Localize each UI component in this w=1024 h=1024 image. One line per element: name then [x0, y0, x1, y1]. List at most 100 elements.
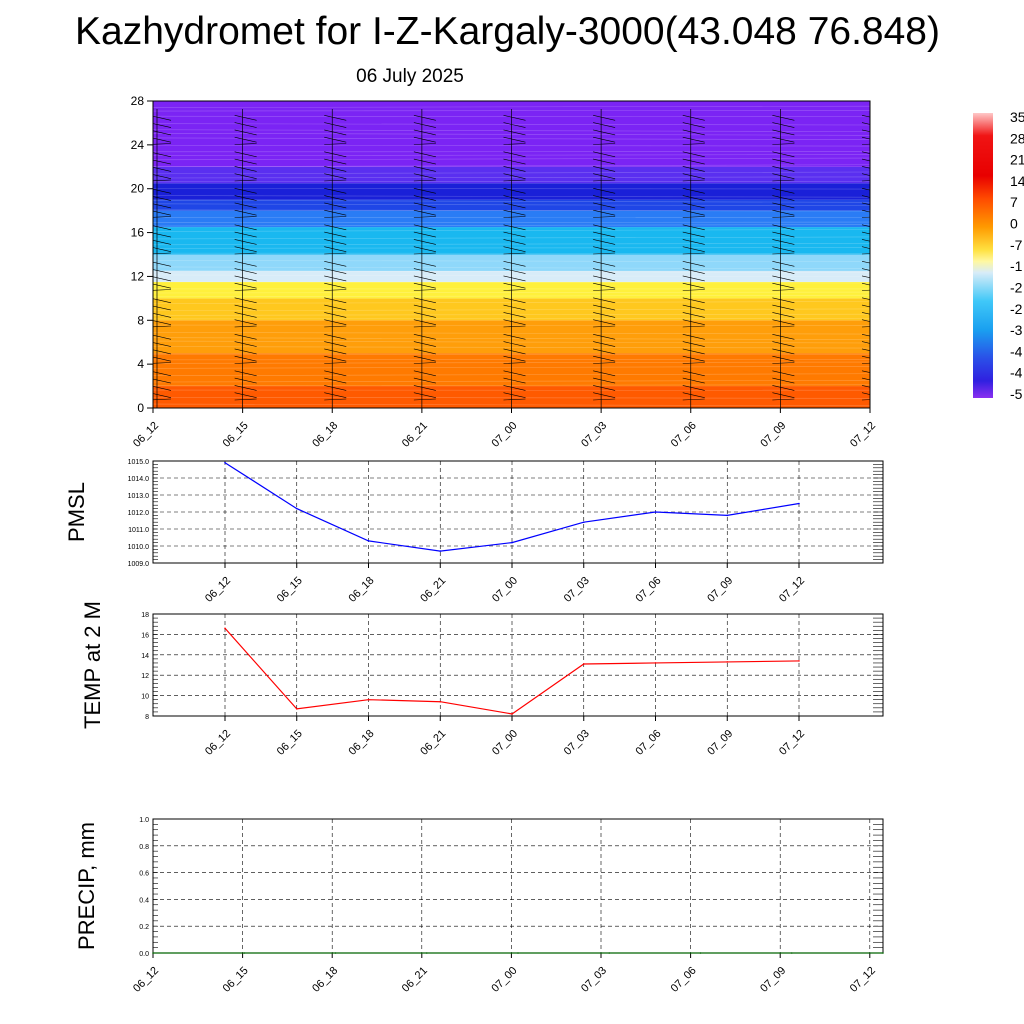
wind-barb: [682, 216, 705, 218]
wind-barb: [503, 304, 526, 311]
data-point: [295, 708, 298, 710]
wind-barb: [861, 224, 870, 227]
wind-barb: [503, 261, 526, 267]
wind-barb: [593, 319, 616, 325]
wind-barb: [413, 136, 436, 143]
wind-barb: [324, 275, 347, 282]
wind-barb-column: [861, 109, 870, 408]
wind-barb: [413, 334, 436, 340]
wind-barb: [503, 341, 526, 347]
wind-barb: [772, 325, 795, 328]
wind-barb: [324, 239, 347, 245]
y-tick-label: 10: [141, 694, 149, 701]
wind-barb: [153, 393, 172, 398]
wind-barb: [234, 348, 257, 355]
wind-barb: [682, 362, 705, 364]
wind-barb: [772, 398, 795, 401]
wind-barb: [153, 240, 172, 245]
wind-barb: [682, 297, 705, 304]
wind-barb: [153, 167, 172, 172]
wind-barb: [593, 362, 616, 364]
wind-barb: [324, 246, 347, 252]
wind-barb: [234, 275, 257, 282]
wind-barb-column: [682, 109, 705, 408]
y-tick-label: 0.6: [139, 871, 149, 878]
wind-barb: [324, 385, 347, 391]
wind-barb: [593, 297, 616, 304]
wind-barb: [153, 378, 172, 384]
wind-barb: [324, 179, 347, 182]
wind-barb: [593, 385, 616, 391]
wind-barb: [861, 399, 870, 401]
y-axis-label: PRECIP, mm: [74, 822, 99, 950]
wind-barb: [234, 173, 257, 179]
wind-barb: [324, 195, 347, 201]
wind-barb: [324, 224, 347, 231]
wind-barb: [772, 166, 795, 172]
wind-barb: [861, 392, 870, 395]
y-axis-label: PMSL: [64, 482, 89, 542]
wind-barb: [861, 304, 870, 308]
wind-barb: [593, 188, 616, 194]
wind-barb: [772, 216, 795, 218]
cross-section-panel: 0 4 8 12 16 20 24 28 06_12 06_15 06_18 06_21 07_00 07…: [131, 94, 878, 450]
wind-barb: [234, 252, 257, 255]
colorbar-label: -1: [1010, 258, 1023, 274]
x-tick-label: 06_12: [131, 965, 161, 995]
data-point: [726, 514, 729, 517]
wind-barb: [324, 355, 347, 362]
wind-barb: [861, 122, 870, 125]
wind-barb: [593, 231, 616, 238]
wind-barb: [234, 143, 257, 145]
x-tick-label: 06_18: [310, 420, 340, 450]
wind-barb: [413, 398, 436, 401]
wind-barb: [324, 158, 347, 165]
wind-barb: [593, 179, 616, 182]
data-point: [798, 502, 800, 505]
colorbar-label: 21: [1010, 152, 1024, 168]
wind-barb: [153, 143, 172, 145]
wind-barb: [324, 173, 347, 179]
x-tick-label: 06_18: [347, 575, 377, 605]
wind-barb: [324, 341, 347, 347]
data-point: [439, 700, 442, 703]
wind-barb: [503, 179, 526, 182]
wind-barb: [324, 312, 347, 318]
wind-barb: [324, 115, 347, 121]
colorbar-label: 28: [1010, 130, 1024, 146]
wind-barb: [234, 202, 257, 209]
wind-barb: [413, 348, 436, 355]
wind-barb: [861, 231, 870, 235]
wind-barb: [503, 173, 526, 179]
wind-barb: [772, 341, 795, 347]
wind-barb: [503, 377, 526, 384]
wind-barb: [503, 143, 526, 145]
wind-barb: [861, 312, 870, 315]
colorbar-label: -2: [1010, 279, 1023, 295]
data-point: [798, 660, 800, 662]
wind-barb: [593, 224, 616, 231]
wind-barb: [593, 334, 616, 340]
wind-barb: [772, 289, 795, 291]
x-tick-label: 06_12: [203, 728, 233, 758]
wind-barb: [772, 385, 795, 391]
x-tick-label: 06_15: [275, 575, 305, 605]
data-point: [367, 698, 370, 701]
wind-barb: [234, 239, 257, 245]
wind-barb: [682, 312, 705, 318]
x-tick-label: 07_12: [848, 965, 878, 995]
wind-barb: [324, 377, 347, 384]
wind-barb: [234, 362, 257, 364]
wind-barb: [234, 297, 257, 304]
colorbar-label: -2: [1010, 301, 1023, 317]
wind-barb: [234, 195, 257, 201]
wind-barb: [234, 261, 257, 267]
wind-barb: [413, 377, 436, 384]
wind-barb: [772, 377, 795, 384]
wind-barb: [593, 216, 616, 218]
wind-barb: [772, 355, 795, 362]
wind-barb: [413, 239, 436, 245]
wind-barb: [413, 122, 436, 128]
x-tick-label: 07_06: [634, 575, 664, 605]
wind-barb: [593, 370, 616, 377]
